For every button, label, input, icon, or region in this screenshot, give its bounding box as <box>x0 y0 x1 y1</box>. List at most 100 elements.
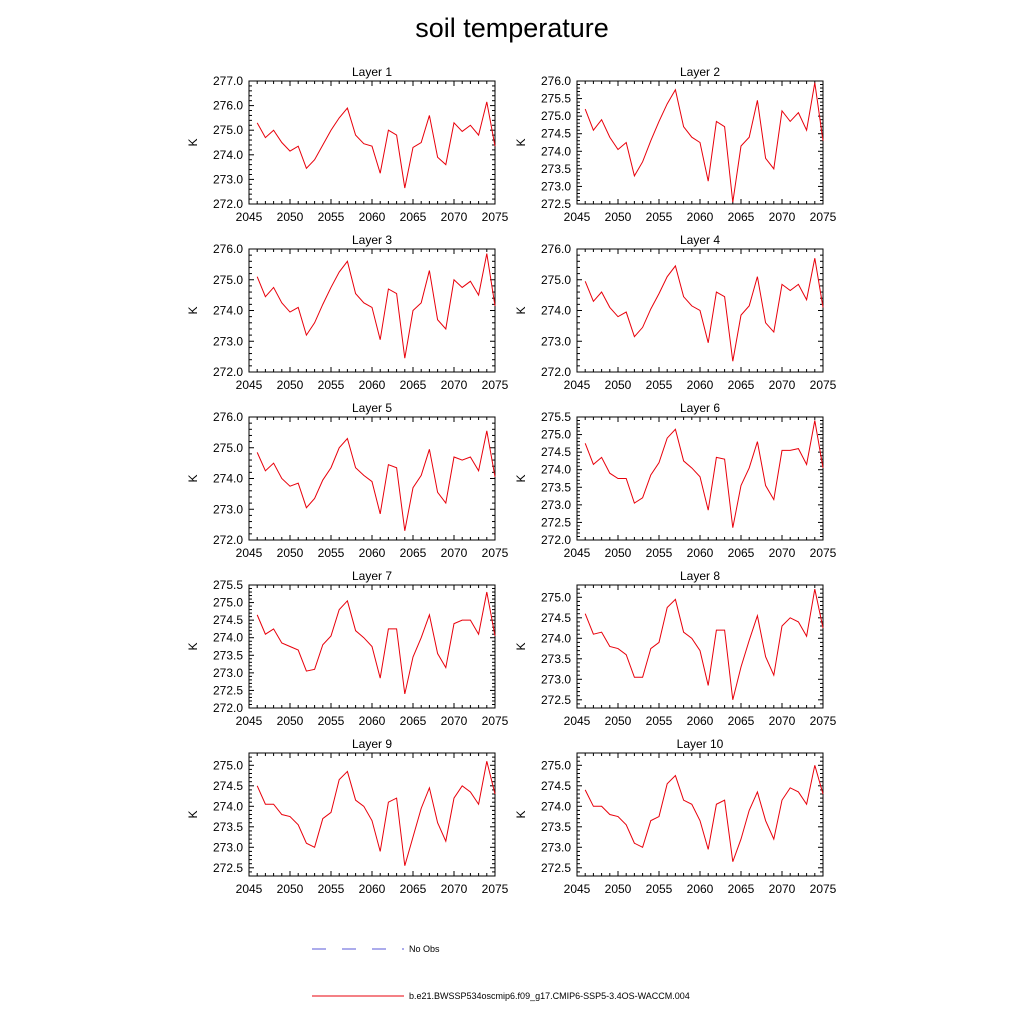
y-tick-label: 274.5 <box>213 613 243 627</box>
chart-panel: Layer 10 K 2045 2050 2055 2060 2065 2070 2075 272… <box>514 737 837 896</box>
x-tick-label: 2060 <box>359 546 386 560</box>
x-tick-label: 2070 <box>441 210 468 224</box>
y-axis-label: K <box>186 474 200 482</box>
y-tick-label: 276.0 <box>213 410 243 424</box>
x-tick-label: 2075 <box>482 210 509 224</box>
x-tick-label: 2050 <box>277 714 304 728</box>
x-tick-label: 2065 <box>728 210 755 224</box>
panel-title: Layer 5 <box>352 401 392 415</box>
y-tick-label: 274.0 <box>213 631 243 645</box>
y-tick-label: 273.0 <box>213 840 243 854</box>
chart-panel: Layer 9 K 2045 2050 2055 2060 2065 2070 2075 272.… <box>186 737 509 896</box>
y-tick-label: 274.0 <box>213 472 243 486</box>
series-line <box>256 253 496 359</box>
x-tick-label: 2050 <box>277 210 304 224</box>
plot-frame <box>248 248 496 373</box>
page-title: soil temperature <box>415 13 609 43</box>
x-tick-label: 2065 <box>400 882 427 896</box>
x-tick-label: 2050 <box>605 882 632 896</box>
x-tick-label: 2060 <box>359 714 386 728</box>
y-tick-label: 275.0 <box>213 758 243 772</box>
series-line <box>584 258 824 362</box>
y-tick-label: 274.5 <box>541 445 571 459</box>
x-tick-label: 2060 <box>687 714 714 728</box>
y-axis-label: K <box>186 810 200 818</box>
x-tick-label: 2055 <box>318 378 345 392</box>
x-tick-label: 2045 <box>236 210 263 224</box>
series-line <box>584 588 824 700</box>
y-tick-label: 275.0 <box>213 596 243 610</box>
y-axis-label: K <box>514 642 528 650</box>
y-tick-label: 275.5 <box>541 92 571 106</box>
x-tick-label: 2070 <box>769 546 796 560</box>
y-tick-label: 272.5 <box>541 861 571 875</box>
x-tick-label: 2045 <box>564 714 591 728</box>
y-tick-label: 274.0 <box>213 799 243 813</box>
y-tick-label: 276.0 <box>541 242 571 256</box>
chart-panel: Layer 8 K 2045 2050 2055 2060 2065 2070 2075 272.… <box>514 569 837 728</box>
y-tick-label: 274.0 <box>541 144 571 158</box>
panel-title: Layer 9 <box>352 737 392 751</box>
plot-frame <box>248 752 496 877</box>
series-line <box>256 591 496 695</box>
y-tick-label: 274.5 <box>213 779 243 793</box>
x-tick-label: 2055 <box>318 210 345 224</box>
chart-panel: Layer 7 K 2045 2050 2055 2060 2065 2070 2075 272.… <box>186 569 509 728</box>
series-line <box>584 765 824 862</box>
y-tick-label: 273.0 <box>541 334 571 348</box>
y-tick-label: 273.0 <box>213 172 243 186</box>
y-tick-label: 276.0 <box>213 99 243 113</box>
chart-panel: Layer 3 K 2045 2050 2055 2060 2065 2070 2075 272.… <box>186 233 509 392</box>
x-tick-label: 2065 <box>728 714 755 728</box>
x-tick-label: 2045 <box>564 378 591 392</box>
chart-panel: Layer 6 K 2045 2050 2055 2060 2065 2070 2075 272.… <box>514 401 837 560</box>
x-tick-label: 2070 <box>769 714 796 728</box>
y-tick-label: 272.5 <box>541 515 571 529</box>
y-tick-label: 272.5 <box>541 693 571 707</box>
chart-panel: Layer 4 K 2045 2050 2055 2060 2065 2070 2075 272.… <box>514 233 837 392</box>
x-tick-label: 2065 <box>728 378 755 392</box>
y-axis-label: K <box>514 810 528 818</box>
y-tick-label: 273.5 <box>541 162 571 176</box>
x-tick-label: 2045 <box>564 882 591 896</box>
y-tick-label: 274.0 <box>541 304 571 318</box>
x-tick-label: 2045 <box>236 714 263 728</box>
legend-obs-label: No Obs <box>409 944 440 954</box>
x-tick-label: 2065 <box>728 546 755 560</box>
x-tick-label: 2060 <box>359 378 386 392</box>
x-tick-label: 2055 <box>318 714 345 728</box>
x-tick-label: 2055 <box>646 378 673 392</box>
y-tick-label: 276.0 <box>541 74 571 88</box>
x-tick-label: 2060 <box>687 546 714 560</box>
x-tick-label: 2070 <box>769 378 796 392</box>
panel-title: Layer 3 <box>352 233 392 247</box>
panel-title: Layer 2 <box>680 65 720 79</box>
x-tick-label: 2045 <box>564 210 591 224</box>
x-tick-label: 2065 <box>400 210 427 224</box>
x-tick-label: 2075 <box>810 378 837 392</box>
y-axis-label: K <box>186 138 200 146</box>
y-tick-label: 277.0 <box>213 74 243 88</box>
y-tick-label: 273.0 <box>213 502 243 516</box>
y-axis-label: K <box>514 306 528 314</box>
x-tick-label: 2065 <box>400 546 427 560</box>
y-tick-label: 275.0 <box>541 273 571 287</box>
x-tick-label: 2065 <box>400 378 427 392</box>
y-axis-label: K <box>186 642 200 650</box>
y-tick-label: 275.0 <box>213 273 243 287</box>
x-tick-label: 2060 <box>687 882 714 896</box>
x-tick-label: 2045 <box>236 882 263 896</box>
y-tick-label: 272.0 <box>541 365 571 379</box>
y-tick-label: 273.0 <box>541 840 571 854</box>
y-tick-label: 272.5 <box>541 197 571 211</box>
x-tick-label: 2050 <box>605 210 632 224</box>
x-tick-label: 2055 <box>646 546 673 560</box>
x-tick-label: 2070 <box>769 210 796 224</box>
x-tick-label: 2050 <box>277 378 304 392</box>
y-tick-label: 273.5 <box>541 820 571 834</box>
y-tick-label: 272.0 <box>541 533 571 547</box>
y-tick-label: 273.0 <box>213 334 243 348</box>
plot-frame <box>576 752 824 877</box>
x-tick-label: 2075 <box>810 714 837 728</box>
